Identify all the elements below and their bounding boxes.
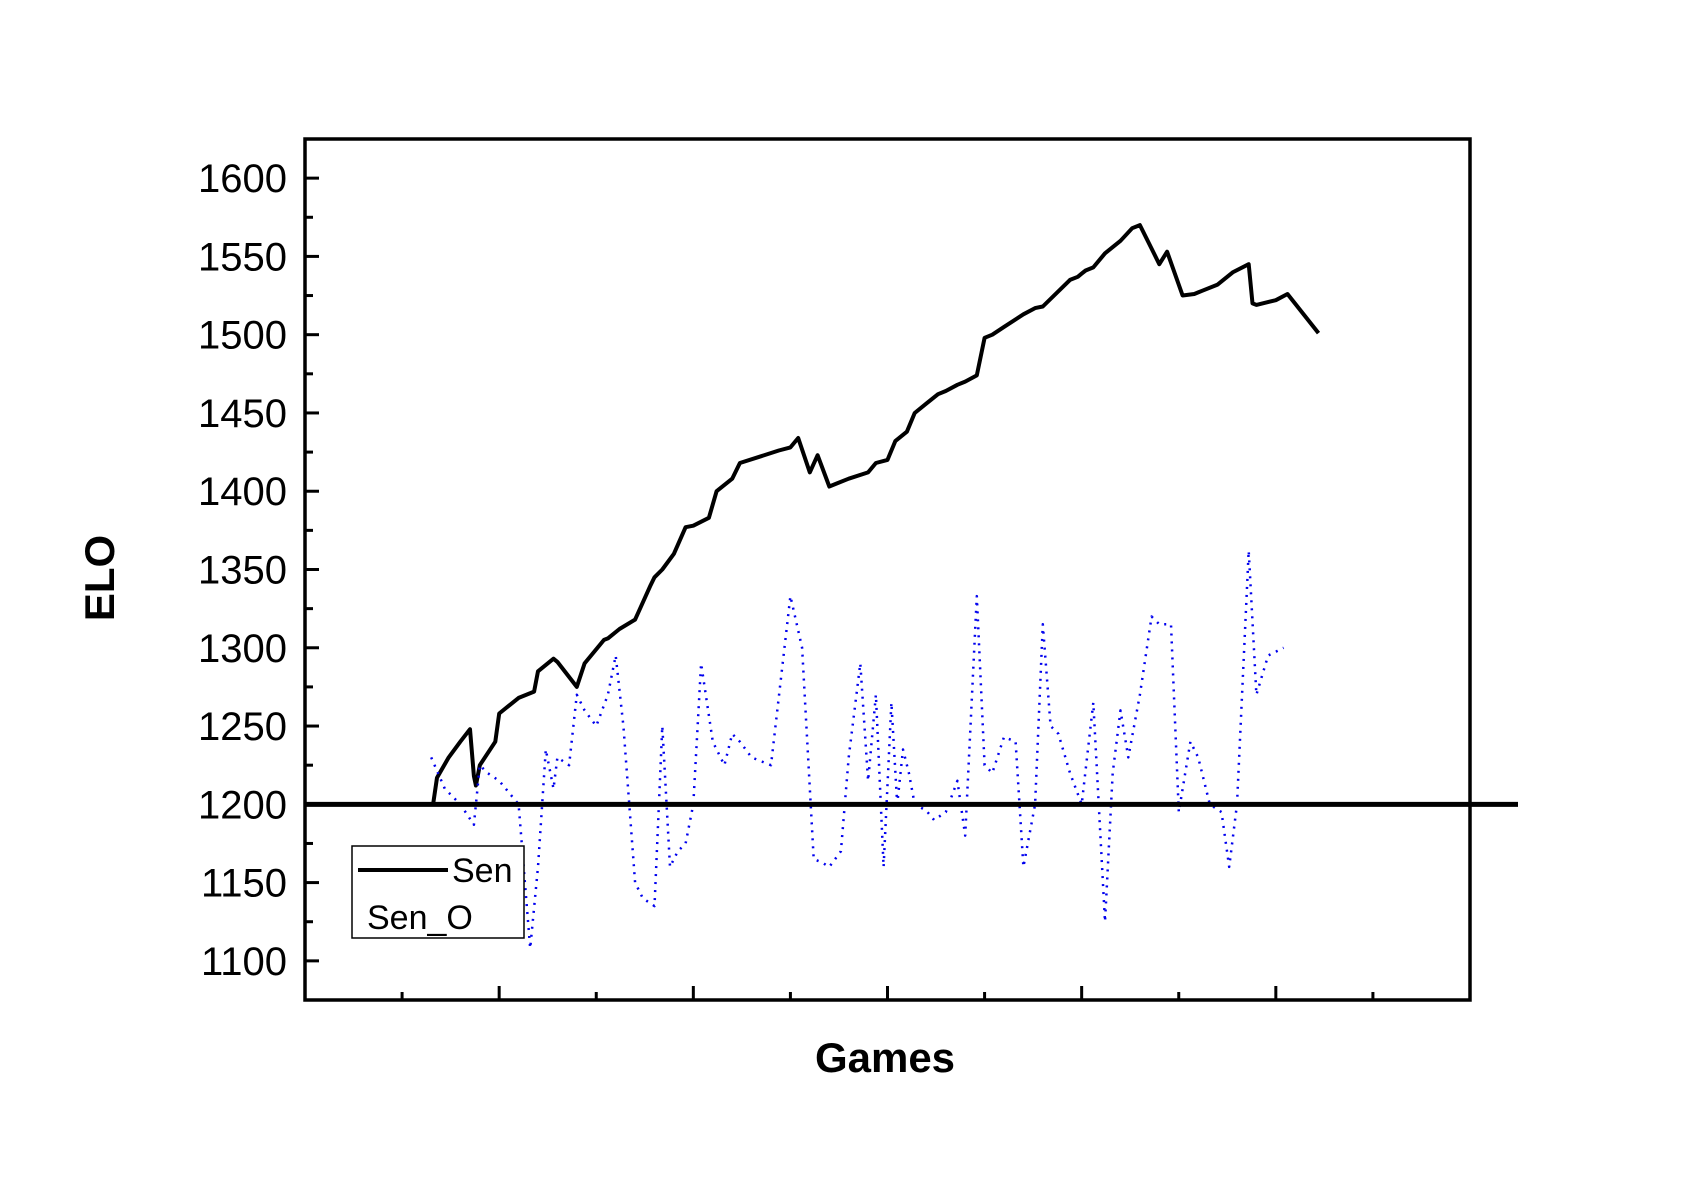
y-tick-label: 1500: [198, 314, 287, 358]
series-line-sen-o: [430, 549, 1285, 950]
legend-box: [351, 845, 525, 939]
y-tick-label: 1150: [201, 862, 287, 906]
legend-label-sen: Sen: [452, 852, 513, 890]
y-tick-label: 1450: [198, 392, 287, 436]
series-line-sen: [431, 223, 1321, 805]
y-tick-label: 1100: [201, 940, 287, 984]
legend-label-sen-o: Sen_O: [367, 899, 473, 937]
y-tick-label: 1600: [198, 157, 287, 201]
legend: Sen Sen_O: [351, 845, 525, 939]
y-tick-label: 1550: [198, 235, 287, 279]
x-axis-title: Games: [815, 1034, 955, 1081]
y-tick-label: 1400: [198, 470, 287, 514]
tick-layer: 1100 1150 1200 1250 1300 1350 1400 1450 1500 1550…: [198, 157, 1375, 1000]
y-tick-label: 1250: [198, 705, 287, 749]
y-axis-title: ELO: [76, 535, 123, 621]
series-layer: [430, 223, 1321, 950]
y-tick-label: 1350: [198, 549, 287, 593]
y-tick-label: 1300: [198, 627, 287, 671]
y-tick-label: 1200: [198, 783, 287, 827]
